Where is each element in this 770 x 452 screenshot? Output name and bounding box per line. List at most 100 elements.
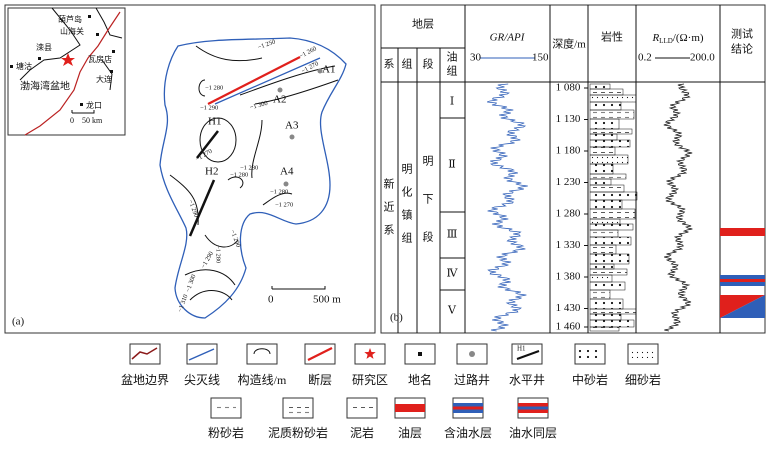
lithology-bed [589, 229, 619, 238]
header: 油 [447, 50, 458, 64]
lithology-bed [589, 118, 620, 130]
legend-label: 泥岩 [350, 425, 374, 440]
pinch-out-line [214, 57, 321, 105]
oil-water-cohabit [720, 295, 765, 318]
lithology-bed [589, 101, 622, 111]
legend-icon-label: H1 [517, 345, 526, 353]
legend-label: 断层 [308, 372, 332, 387]
contour [184, 269, 236, 286]
place: 塘沽 [16, 61, 32, 71]
resistivity-curve [663, 83, 693, 332]
oil-water-layer [720, 279, 765, 282]
panel-label: (b) [390, 312, 403, 324]
legend-label: 尖灭线 [184, 373, 220, 387]
depth-label: 1 230 [556, 176, 581, 188]
place-marker [38, 57, 41, 60]
formation: 镇 [402, 208, 413, 222]
log-grid [381, 5, 765, 333]
coastline [19, 7, 123, 81]
inset-scale-label: 50 km [82, 116, 103, 125]
contour [204, 234, 239, 248]
header: RLLD/(Ω·m) [651, 32, 703, 45]
lithology-bed [589, 208, 636, 220]
contour [239, 65, 336, 96]
formation: 组 [402, 231, 413, 245]
header: 段 [423, 57, 434, 71]
oil-group: Ⅰ [450, 96, 454, 108]
legend-label: 油层 [398, 426, 422, 440]
contour-label: −1 250 [257, 38, 277, 51]
horizontal-well [196, 130, 219, 159]
place-marker [88, 15, 91, 18]
legend-icon [395, 404, 425, 412]
lithology-bed [589, 263, 615, 270]
legend-box [246, 343, 278, 365]
header: 结论 [731, 42, 753, 56]
lithology-bed [589, 281, 626, 291]
contours [169, 45, 339, 301]
place: 大连 [96, 74, 112, 84]
lithology-bed [589, 298, 624, 310]
through-well [283, 181, 289, 187]
legend-icon [518, 406, 548, 410]
place-marker [80, 103, 83, 106]
r-sub: LLD [659, 37, 673, 45]
lithology-bed [589, 236, 632, 246]
contour [227, 176, 244, 189]
contour-label: −1 290 [200, 104, 218, 111]
header: 地层 [412, 18, 434, 31]
lithology-bed [589, 319, 635, 328]
lithology-bed [589, 146, 616, 156]
lithology-bed [589, 94, 637, 103]
gr-min: 30 [470, 52, 482, 64]
scale-bar [271, 286, 326, 290]
well-label: A3 [285, 120, 299, 132]
contour-label: −1 300 [249, 100, 268, 111]
lithology-bed [589, 253, 630, 265]
legend-icon [188, 348, 215, 361]
through-well [317, 68, 323, 74]
inset-scale-zero: 0 [70, 116, 74, 125]
log-panel: 地层 系 组 段 油 组 GR/API 30 150 深度/m 岩性 RLLD/… [380, 4, 766, 334]
contour-label: −1 280 [230, 171, 248, 178]
lithology-bed [589, 178, 612, 186]
legend-icon [307, 347, 333, 361]
contour [189, 290, 233, 301]
contour [198, 79, 206, 97]
legend-icon [286, 409, 310, 414]
contour-label: −1 310 [177, 294, 190, 314]
pinch-out-line [159, 37, 347, 319]
r-max: 200.0 [690, 52, 715, 64]
r-min: 0.2 [638, 52, 652, 64]
r-symbol: R [651, 32, 659, 44]
contour [254, 79, 339, 105]
contour-label: −1 280 [205, 84, 223, 91]
basin-boundary [24, 11, 121, 136]
scale-zero: 0 [268, 294, 274, 306]
lithology-bed [589, 163, 614, 175]
lithology-bed [589, 244, 617, 255]
contour-label: −1 260 [298, 45, 317, 60]
oil-group: Ⅴ [447, 305, 457, 317]
member: 明 [423, 155, 434, 168]
contour [199, 117, 237, 163]
depth-label: 1 130 [556, 113, 581, 125]
contour-label: −1 280 [240, 164, 258, 171]
legend-icon [469, 351, 475, 357]
member: 下 [423, 194, 434, 206]
place-marker [112, 50, 115, 53]
well-label: H1 [208, 116, 221, 128]
formation: 明 [402, 163, 413, 176]
contour-label: −1 290 [187, 199, 200, 219]
through-well [277, 87, 283, 93]
depth-label: 1 180 [556, 145, 581, 157]
through-well [289, 134, 295, 140]
legend-label: 细砂岩 [625, 372, 661, 387]
legend-label: 构造线/m [238, 372, 287, 387]
legend-icon [286, 403, 310, 408]
legend-icon [418, 352, 422, 356]
coastline [101, 59, 113, 91]
legend-icon [350, 405, 374, 411]
legend-icon [131, 347, 158, 360]
legend-label: 水平井 [509, 373, 545, 387]
